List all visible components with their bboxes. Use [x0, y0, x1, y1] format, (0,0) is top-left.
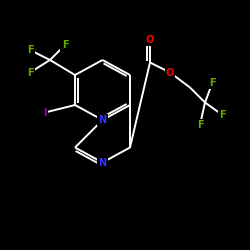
Text: F: F: [209, 78, 216, 88]
Text: O: O: [166, 68, 174, 78]
Text: F: F: [62, 40, 68, 50]
Text: F: F: [219, 110, 226, 120]
Text: I: I: [43, 108, 47, 118]
Text: O: O: [146, 35, 154, 45]
Text: F: F: [27, 45, 33, 55]
Text: N: N: [98, 115, 106, 125]
Text: F: F: [27, 68, 33, 78]
Text: F: F: [197, 120, 203, 130]
Text: N: N: [98, 158, 106, 168]
